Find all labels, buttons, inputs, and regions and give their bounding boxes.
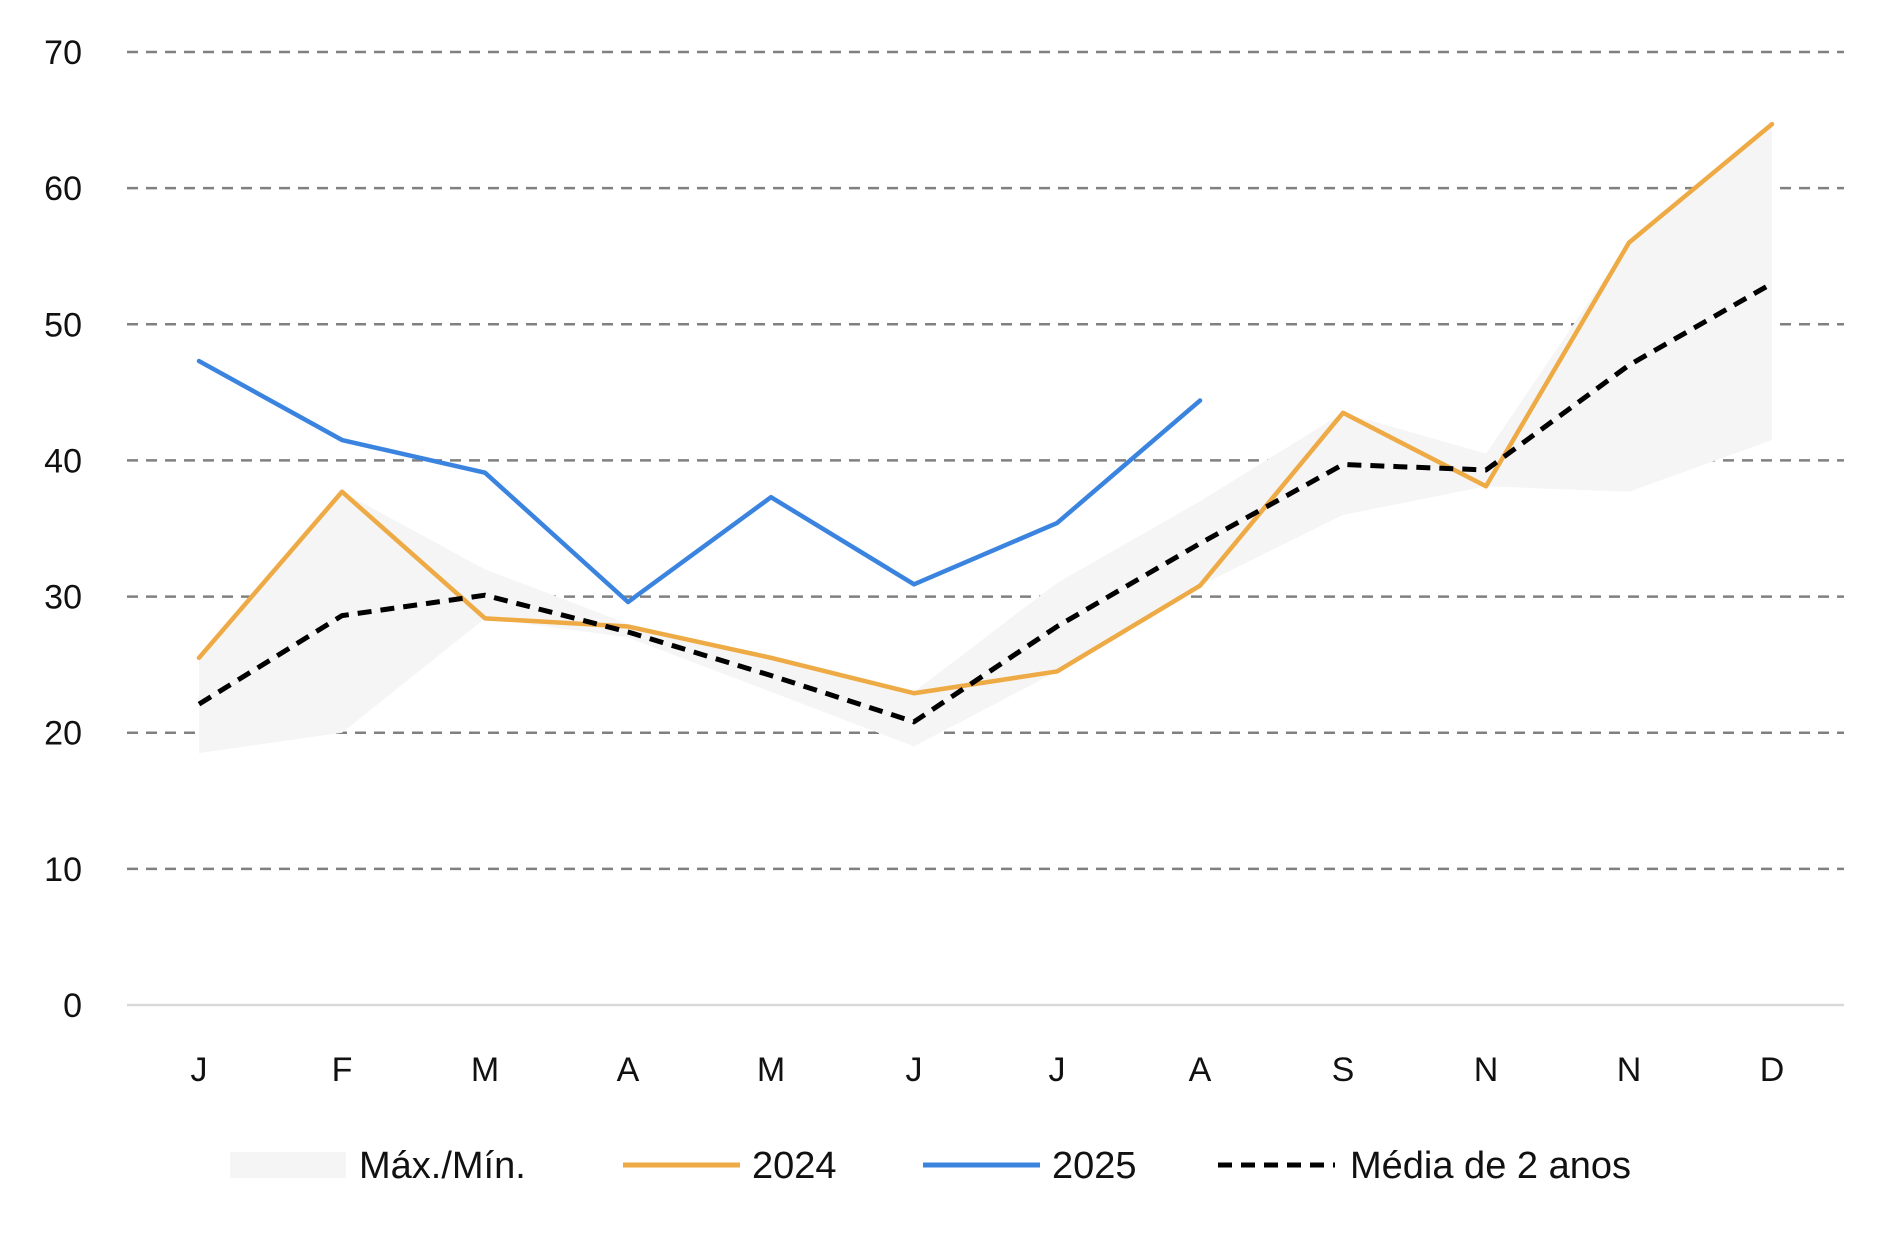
- legend-label: Média de 2 anos: [1350, 1145, 1631, 1187]
- x-tick-label: M: [471, 1051, 499, 1089]
- legend-label: 2024: [752, 1145, 837, 1187]
- x-tick-label: N: [1617, 1051, 1642, 1089]
- x-tick-label: F: [332, 1051, 353, 1089]
- y-tick-label: 70: [44, 34, 82, 72]
- y-tick-label: 40: [44, 442, 82, 480]
- y-tick-label: 50: [44, 306, 82, 344]
- x-tick-label: A: [1189, 1051, 1212, 1089]
- y-tick-label: 20: [44, 715, 82, 753]
- max-min-band: [199, 124, 1772, 754]
- x-tick-label: J: [906, 1051, 923, 1089]
- x-tick-label: J: [191, 1051, 208, 1089]
- y-tick-label: 60: [44, 170, 82, 208]
- legend-label: Máx./Mín.: [359, 1145, 526, 1187]
- x-tick-label: M: [757, 1051, 785, 1089]
- x-tick-label: S: [1332, 1051, 1355, 1089]
- y-tick-label: 10: [44, 851, 82, 889]
- series-line-m-dia-de-2-anos: [197, 281, 1774, 725]
- y-tick-label: 30: [44, 579, 82, 617]
- series-line-2025: [196, 358, 1203, 605]
- x-tick-label: A: [617, 1051, 640, 1089]
- legend-swatch-max-min: [230, 1152, 346, 1178]
- y-tick-label: 0: [63, 987, 82, 1025]
- x-tick-label: N: [1474, 1051, 1499, 1089]
- legend-label: 2025: [1052, 1145, 1137, 1187]
- x-tick-label: J: [1049, 1051, 1066, 1089]
- x-tick-label: D: [1760, 1051, 1785, 1089]
